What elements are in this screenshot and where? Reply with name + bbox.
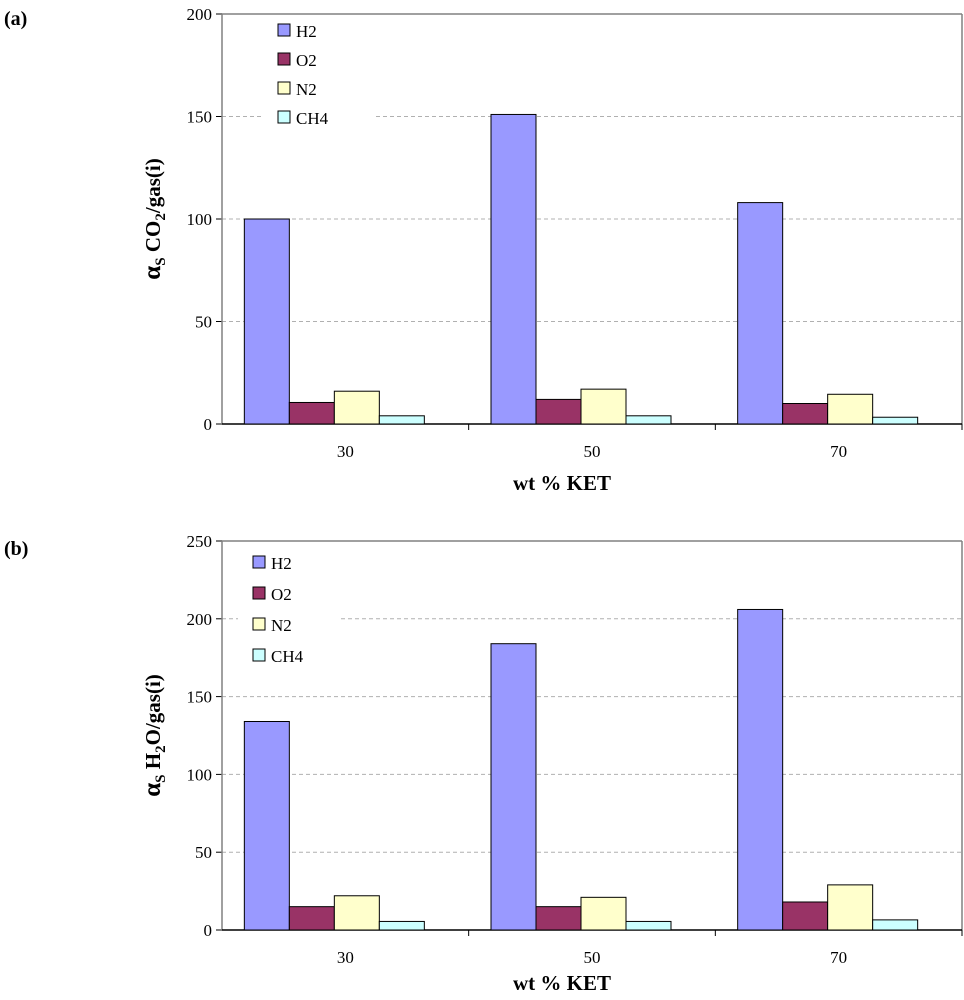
panel-label-a: (a) — [4, 8, 28, 30]
chart-b: 0 50 100 150 200 250 30 50 70 H2 O2 N2 CH4 wt % KET αS… — [139, 532, 963, 995]
legend-swatch-o2 — [252, 586, 266, 600]
y-tick-label: 0 — [204, 921, 213, 940]
legend-swatch-ch4 — [252, 648, 266, 662]
x-tick-label: 30 — [337, 442, 354, 461]
bar-ch4-50 — [625, 415, 672, 425]
bar-o2-30 — [288, 401, 335, 425]
bar-o2-50 — [535, 398, 582, 425]
legend-swatch-h2 — [252, 555, 266, 569]
legend-swatch-h2 — [277, 23, 291, 37]
bar-h2-50 — [490, 113, 537, 425]
y-axis-title: αS H2O/gas(i) — [139, 674, 169, 797]
x-tick-label: 70 — [830, 442, 847, 461]
y-tick-label: 50 — [195, 313, 212, 332]
legend-swatch-ch4 — [277, 110, 291, 124]
bar-h2-30 — [243, 720, 290, 931]
legend-label-ch4: CH4 — [271, 647, 304, 666]
y-tick-label: 150 — [187, 108, 213, 127]
y-tick-label: 100 — [187, 765, 213, 784]
bar-n2-70 — [827, 884, 874, 931]
y-tick-label: 200 — [187, 5, 213, 24]
y-axis-title: αS CO2/gas(i) — [139, 158, 169, 279]
legend-swatch-n2 — [277, 81, 291, 95]
y-tick-label: 50 — [195, 843, 212, 862]
bar-h2-50 — [490, 643, 537, 931]
bar-ch4-30 — [378, 920, 425, 931]
x-axis-title: wt % KET — [513, 471, 611, 495]
legend-swatch-o2 — [277, 52, 291, 66]
legend-swatch-n2 — [252, 617, 266, 631]
x-tick-label: 70 — [830, 948, 847, 967]
panel-label-b: (b) — [4, 538, 29, 560]
bar-ch4-70 — [872, 416, 919, 425]
x-axis-title: wt % KET — [513, 971, 611, 995]
legend-label-h2: H2 — [271, 554, 292, 573]
bar-n2-50 — [580, 388, 627, 425]
bar-ch4-30 — [378, 415, 425, 425]
bar-ch4-70 — [872, 919, 919, 931]
y-tick-label: 0 — [204, 415, 213, 434]
bar-o2-70 — [782, 403, 829, 425]
bar-n2-30 — [333, 390, 380, 425]
bar-o2-70 — [782, 901, 829, 931]
bar-h2-30 — [243, 218, 290, 425]
legend-label-n2: N2 — [271, 616, 292, 635]
bar-h2-70 — [737, 608, 784, 931]
bar-n2-30 — [333, 895, 380, 931]
bar-h2-70 — [737, 202, 784, 425]
bar-n2-70 — [827, 393, 874, 425]
legend-label-ch4: CH4 — [296, 109, 329, 128]
bar-n2-50 — [580, 896, 627, 931]
bar-o2-30 — [288, 906, 335, 931]
bar-ch4-50 — [625, 920, 672, 931]
legend-label-o2: O2 — [271, 585, 292, 604]
legend-label-h2: H2 — [296, 22, 317, 41]
y-tick-label: 100 — [187, 210, 213, 229]
y-tick-label: 200 — [187, 610, 213, 629]
chart-a: 0 50 100 150 200 30 50 70 H2 O2 N2 CH4 wt % KET αS CO… — [139, 5, 963, 495]
x-tick-label: 30 — [337, 948, 354, 967]
y-tick-label: 150 — [187, 688, 213, 707]
bar-o2-50 — [535, 906, 582, 931]
x-tick-label: 50 — [584, 442, 601, 461]
y-tick-label: 250 — [187, 532, 213, 551]
x-tick-label: 50 — [584, 948, 601, 967]
legend-label-n2: N2 — [296, 80, 317, 99]
legend-label-o2: O2 — [296, 51, 317, 70]
